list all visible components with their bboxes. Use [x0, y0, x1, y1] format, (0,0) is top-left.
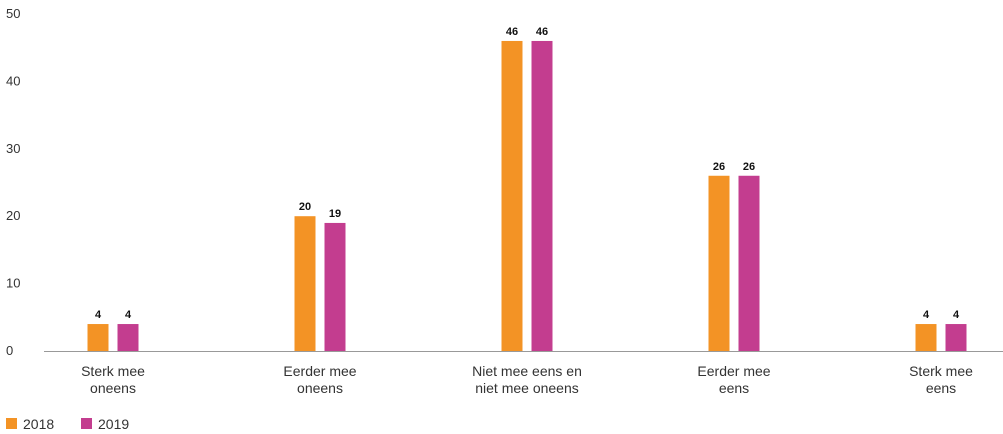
legend-swatch-2019 — [81, 418, 92, 429]
data-labels-layer: 4 4 20 19 46 46 26 26 4 4 — [95, 26, 960, 321]
data-label-2018: 20 — [299, 201, 311, 213]
x-tick-label: Eerder mee oneens — [283, 363, 356, 396]
x-axis-labels: Sterk mee oneens Eerder mee oneens Niet mee … — [81, 363, 973, 396]
legend-label-2019: 2019 — [98, 416, 129, 432]
y-tick-label: 0 — [6, 343, 13, 358]
bar-2018 — [708, 175, 730, 351]
bar-2018 — [87, 324, 109, 351]
data-label-2019: 46 — [536, 26, 548, 38]
bars-layer — [87, 40, 967, 352]
x-tick-label: Sterk mee oneens — [81, 363, 145, 396]
y-tick-label: 20 — [6, 208, 20, 223]
data-label-2018: 26 — [713, 161, 725, 173]
data-label-2018: 4 — [923, 309, 930, 321]
data-label-2019: 4 — [125, 309, 132, 321]
bar-2018 — [501, 40, 523, 352]
x-tick-label: Sterk mee eens — [909, 363, 973, 396]
y-tick-label: 30 — [6, 141, 20, 156]
bar-2019 — [945, 324, 967, 351]
y-tick-label: 50 — [6, 6, 20, 21]
bar-2019 — [531, 40, 553, 352]
legend-swatch-2018 — [6, 418, 17, 429]
bar-2019 — [738, 175, 760, 351]
data-label-2018: 46 — [506, 26, 518, 38]
y-axis: 0 10 20 30 40 50 — [6, 6, 20, 358]
x-tick-label: Eerder mee eens — [697, 363, 770, 396]
y-tick-label: 10 — [6, 276, 20, 291]
bar-2019 — [324, 222, 346, 351]
data-label-2018: 4 — [95, 309, 102, 321]
bar-2018 — [294, 216, 316, 351]
data-label-2019: 19 — [329, 208, 341, 220]
data-label-2019: 26 — [743, 161, 755, 173]
bar-2019 — [117, 324, 139, 351]
bar-2018 — [915, 324, 937, 351]
legend-label-2018: 2018 — [23, 416, 54, 432]
data-label-2019: 4 — [953, 309, 960, 321]
x-tick-label: Niet mee eens en niet mee oneens — [472, 363, 582, 396]
y-tick-label: 40 — [6, 73, 20, 88]
legend: 2018 2019 — [6, 416, 129, 432]
